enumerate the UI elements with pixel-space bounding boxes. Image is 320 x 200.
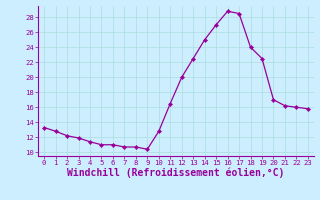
- X-axis label: Windchill (Refroidissement éolien,°C): Windchill (Refroidissement éolien,°C): [67, 168, 285, 178]
